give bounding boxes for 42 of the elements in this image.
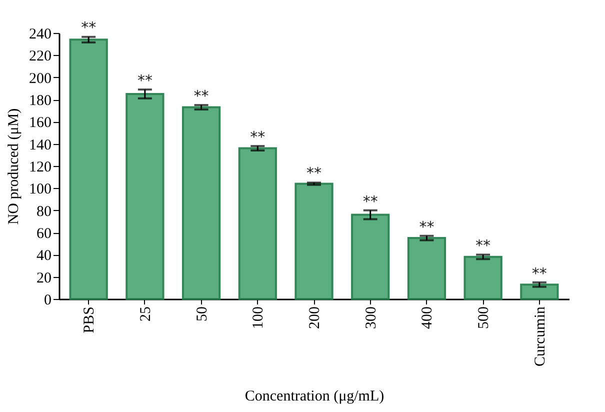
y-tick-label: 160	[29, 115, 52, 132]
x-tick-label: 100	[250, 306, 267, 329]
annotation: **	[362, 192, 378, 210]
annotation: **	[81, 18, 97, 36]
bar	[407, 237, 446, 300]
y-axis-title: NO produced (μM)	[6, 108, 22, 225]
x-tick-label: PBS	[82, 306, 98, 334]
annotation: **	[194, 87, 210, 106]
annotation: **	[250, 128, 266, 146]
bar	[464, 256, 502, 300]
annotation: **	[476, 236, 492, 255]
y-tick-label: 140	[29, 137, 52, 154]
bar	[182, 106, 221, 300]
annotation: **	[137, 72, 153, 90]
y-tick-label: 0	[44, 292, 52, 308]
x-tick-label: 500	[476, 306, 492, 329]
bar	[351, 214, 390, 300]
x-tick-label: 200	[307, 306, 323, 329]
x-tick-label: 50	[194, 306, 210, 322]
y-tick-label: 100	[29, 182, 52, 198]
bar	[520, 284, 559, 300]
y-tick-label: 180	[29, 93, 52, 109]
y-tick-label: 220	[29, 48, 52, 65]
y-tick-label: 240	[29, 26, 52, 42]
annotation: **	[419, 218, 435, 236]
x-tick-label: 300	[363, 306, 380, 329]
bar	[238, 147, 277, 300]
x-tick-label: Curcumin	[532, 306, 548, 366]
y-tick-label: 40	[36, 248, 52, 264]
bar	[126, 92, 164, 300]
y-tick-label: 20	[36, 270, 52, 286]
y-tick-label: 120	[29, 160, 52, 176]
y-tick-label: 80	[36, 204, 52, 220]
x-tick-label: 25	[138, 306, 154, 322]
annotation: **	[532, 264, 548, 282]
x-axis-title: Concentration (μg/mL)	[244, 388, 384, 404]
bar	[294, 182, 334, 300]
y-tick-label: 200	[29, 70, 52, 87]
x-tick-label: 400	[420, 306, 436, 329]
y-tick-label: 60	[36, 226, 52, 242]
bar	[69, 38, 108, 300]
annotation: **	[306, 164, 322, 182]
